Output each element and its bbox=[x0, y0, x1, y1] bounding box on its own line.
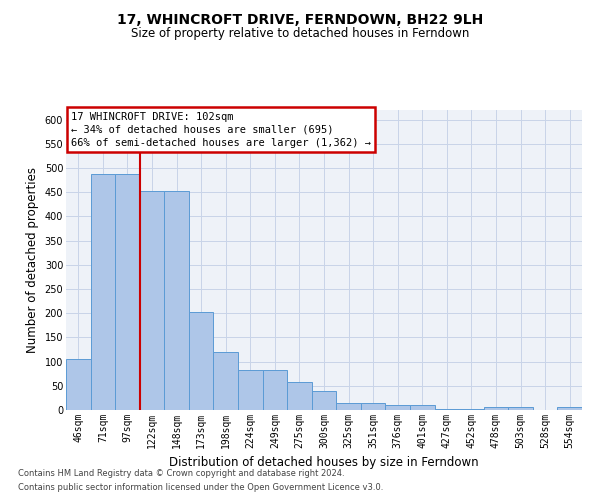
X-axis label: Distribution of detached houses by size in Ferndown: Distribution of detached houses by size … bbox=[169, 456, 479, 469]
Y-axis label: Number of detached properties: Number of detached properties bbox=[26, 167, 39, 353]
Bar bbox=[238, 370, 263, 410]
Bar bbox=[164, 191, 189, 410]
Bar bbox=[434, 409, 459, 410]
Text: 17 WHINCROFT DRIVE: 102sqm
← 34% of detached houses are smaller (695)
66% of sem: 17 WHINCROFT DRIVE: 102sqm ← 34% of deta… bbox=[71, 112, 371, 148]
Bar bbox=[140, 191, 164, 410]
Bar bbox=[361, 402, 385, 410]
Bar bbox=[557, 406, 582, 410]
Bar bbox=[189, 312, 214, 410]
Bar bbox=[91, 174, 115, 410]
Bar bbox=[484, 407, 508, 410]
Bar bbox=[508, 407, 533, 410]
Bar bbox=[385, 404, 410, 410]
Bar bbox=[312, 390, 336, 410]
Bar bbox=[410, 404, 434, 410]
Bar bbox=[66, 359, 91, 410]
Bar bbox=[214, 352, 238, 410]
Bar bbox=[263, 370, 287, 410]
Bar bbox=[115, 174, 140, 410]
Text: 17, WHINCROFT DRIVE, FERNDOWN, BH22 9LH: 17, WHINCROFT DRIVE, FERNDOWN, BH22 9LH bbox=[117, 12, 483, 26]
Bar bbox=[459, 409, 484, 410]
Bar bbox=[287, 382, 312, 410]
Text: Size of property relative to detached houses in Ferndown: Size of property relative to detached ho… bbox=[131, 28, 469, 40]
Text: Contains HM Land Registry data © Crown copyright and database right 2024.: Contains HM Land Registry data © Crown c… bbox=[18, 468, 344, 477]
Bar bbox=[336, 402, 361, 410]
Text: Contains public sector information licensed under the Open Government Licence v3: Contains public sector information licen… bbox=[18, 484, 383, 492]
